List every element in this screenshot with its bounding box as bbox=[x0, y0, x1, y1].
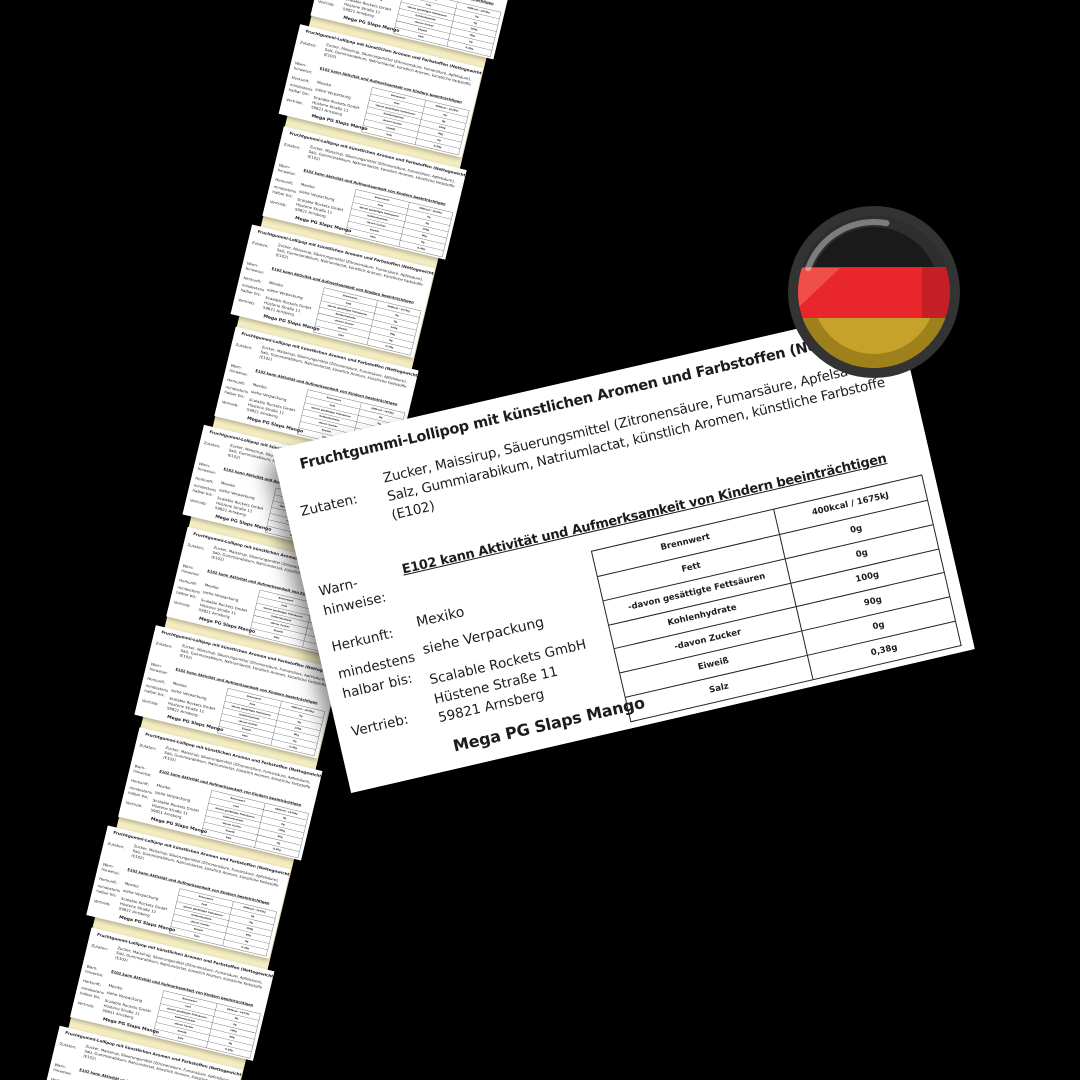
origin-value: Mexiko bbox=[268, 280, 284, 288]
warning-label: Warn- hinweise: bbox=[180, 563, 201, 578]
germany-flag-badge bbox=[788, 206, 960, 378]
origin-value: Mexiko bbox=[220, 480, 236, 489]
warning-label: Warn- hinweise: bbox=[101, 862, 121, 876]
origin-value: Mexiko bbox=[316, 80, 332, 88]
origin-value: Mexiko bbox=[172, 681, 188, 689]
ingredients-label: Zutaten: bbox=[139, 743, 157, 752]
distributor-label: Vertrieb: bbox=[173, 600, 191, 609]
best-before-label: mindestens halbar bis: bbox=[175, 585, 201, 600]
distributor-label: Vertrieb: bbox=[77, 1000, 95, 1009]
ingredients-label: Zutaten: bbox=[298, 491, 360, 520]
origin-label: Herkunft: bbox=[51, 1077, 70, 1080]
best-before-label: mindestens halbar bis: bbox=[79, 985, 105, 1000]
origin-value: Mexiko bbox=[204, 582, 220, 591]
warning-label: Warn- hinweise: bbox=[132, 763, 153, 778]
best-before-label: mindestens halbar bis: bbox=[288, 82, 313, 97]
best-before-label: mindestens halbar bis: bbox=[336, 649, 417, 703]
origin-value: Mexiko bbox=[252, 382, 268, 390]
distributor-label: Vertrieb: bbox=[317, 0, 336, 8]
ingredients-label: Zutaten: bbox=[299, 40, 318, 49]
origin-value: Mexiko bbox=[124, 881, 140, 889]
ingredients-label: Zutaten: bbox=[203, 440, 221, 449]
ingredients-label: Zutaten: bbox=[90, 943, 109, 952]
flag-gloss-shine bbox=[801, 219, 948, 365]
warning-label: Warn- hinweise: bbox=[317, 575, 388, 620]
best-before-label: mindestens halbar bis: bbox=[143, 683, 169, 698]
flag-gold-shade-arc bbox=[798, 318, 950, 368]
distributor-label: Vertrieb: bbox=[221, 399, 240, 408]
warning-label: Warn- hinweise: bbox=[52, 1062, 73, 1077]
ingredients-label: Zutaten: bbox=[235, 342, 253, 351]
origin-value: Mexiko bbox=[414, 604, 466, 631]
origin-value: Mexiko bbox=[107, 983, 123, 991]
ingredients-label: Zutaten: bbox=[155, 641, 173, 650]
origin-label: Herkunft: bbox=[330, 625, 396, 656]
warning-label: Warn- hinweise: bbox=[277, 163, 297, 177]
ingredients-label: Zutaten: bbox=[187, 542, 205, 551]
ingredients-label: Zutaten: bbox=[251, 240, 270, 249]
warning-label: Warn- hinweise: bbox=[149, 661, 169, 676]
ingredients-label: Zutaten: bbox=[107, 841, 125, 850]
flag-red-shade bbox=[922, 267, 950, 318]
distributor-label: Vertrieb: bbox=[189, 498, 208, 507]
warning-label: Warn- hinweise: bbox=[293, 61, 313, 75]
distributor-label: Vertrieb: bbox=[285, 97, 304, 106]
warning-label: Warn- hinweise: bbox=[197, 461, 217, 476]
distributor-label: Vertrieb: bbox=[141, 698, 160, 707]
distributor-label: Vertrieb: bbox=[349, 711, 410, 741]
origin-value: Mexiko bbox=[300, 182, 316, 190]
best-before-label: mindestens halbar bis: bbox=[127, 785, 153, 800]
best-before-label: mindestens halbar bis: bbox=[223, 384, 249, 399]
warning-label: Warn- hinweise: bbox=[229, 363, 249, 377]
warning-label: Warn- hinweise: bbox=[245, 261, 265, 275]
best-before-label: mindestens halbar bis: bbox=[240, 282, 265, 297]
best-before-label: mindestens halbar bis: bbox=[271, 184, 297, 199]
origin-value: Mexiko bbox=[156, 783, 171, 791]
best-before-label: mindestens halbar bis: bbox=[192, 483, 217, 498]
best-before-label: mindestens halbar bis: bbox=[95, 883, 121, 898]
distributor-label: Vertrieb: bbox=[269, 199, 288, 208]
distributor-label: Vertrieb: bbox=[93, 898, 112, 907]
ingredients-label: Zutaten: bbox=[283, 142, 301, 151]
nutrition-table: Brennwert 400kcal / 1675kJ Fett 0g -davo… bbox=[393, 0, 502, 57]
flag-red-highlight bbox=[798, 268, 840, 308]
warning-label: Warn- hinweise: bbox=[84, 964, 104, 978]
flag-black-shine-arc bbox=[798, 216, 950, 267]
distributor-label: Vertrieb: bbox=[125, 800, 143, 809]
ingredients-label: Zutaten: bbox=[59, 1041, 77, 1050]
distributor-label: Vertrieb: bbox=[237, 297, 256, 306]
